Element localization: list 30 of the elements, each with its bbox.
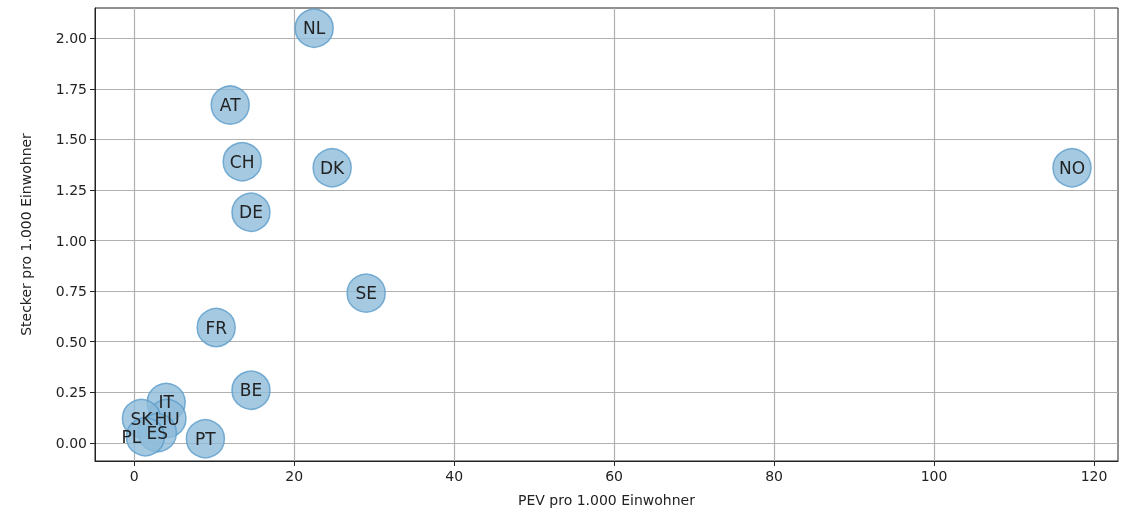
annotation: IT bbox=[158, 392, 175, 413]
y-axis-title: Stecker pro 1.000 Einwohner bbox=[18, 132, 34, 336]
y-tick-label: 1.25 bbox=[55, 182, 87, 199]
y-tick-label: 1.75 bbox=[55, 80, 87, 97]
x-tick-label: 80 bbox=[765, 468, 783, 484]
annotation: AT bbox=[219, 95, 242, 116]
annotation: PL bbox=[121, 426, 142, 447]
y-tick-label: 0.00 bbox=[55, 434, 87, 451]
annotation: BE bbox=[239, 380, 263, 401]
x-axis-title: PEV pro 1.000 Einwohner bbox=[518, 492, 696, 508]
y-tick-label: 0.50 bbox=[55, 333, 87, 350]
x-tick-label: 120 bbox=[1080, 468, 1108, 484]
y-tick-label: 0.75 bbox=[55, 283, 87, 300]
y-tick-label: 1.00 bbox=[55, 232, 87, 249]
x-tick-label: 0 bbox=[129, 468, 139, 484]
annotation: CH bbox=[229, 151, 255, 172]
x-tick-label: 100 bbox=[920, 468, 948, 484]
y-tick-label: 0.25 bbox=[55, 384, 87, 401]
annotation: SE bbox=[355, 283, 377, 304]
x-tick-label: 20 bbox=[285, 468, 304, 484]
x-tick-label: 60 bbox=[605, 468, 624, 484]
y-tick-label: 2.00 bbox=[55, 30, 87, 47]
annotation: PT bbox=[195, 428, 217, 449]
annotation: FR bbox=[205, 317, 228, 338]
x-tick-label: 40 bbox=[445, 468, 464, 484]
annotation: DK bbox=[320, 157, 346, 178]
annotation: NL bbox=[303, 18, 326, 39]
annotation: DE bbox=[239, 202, 263, 223]
annotation: NO bbox=[1058, 157, 1086, 178]
y-tick-label: 1.50 bbox=[55, 131, 87, 148]
